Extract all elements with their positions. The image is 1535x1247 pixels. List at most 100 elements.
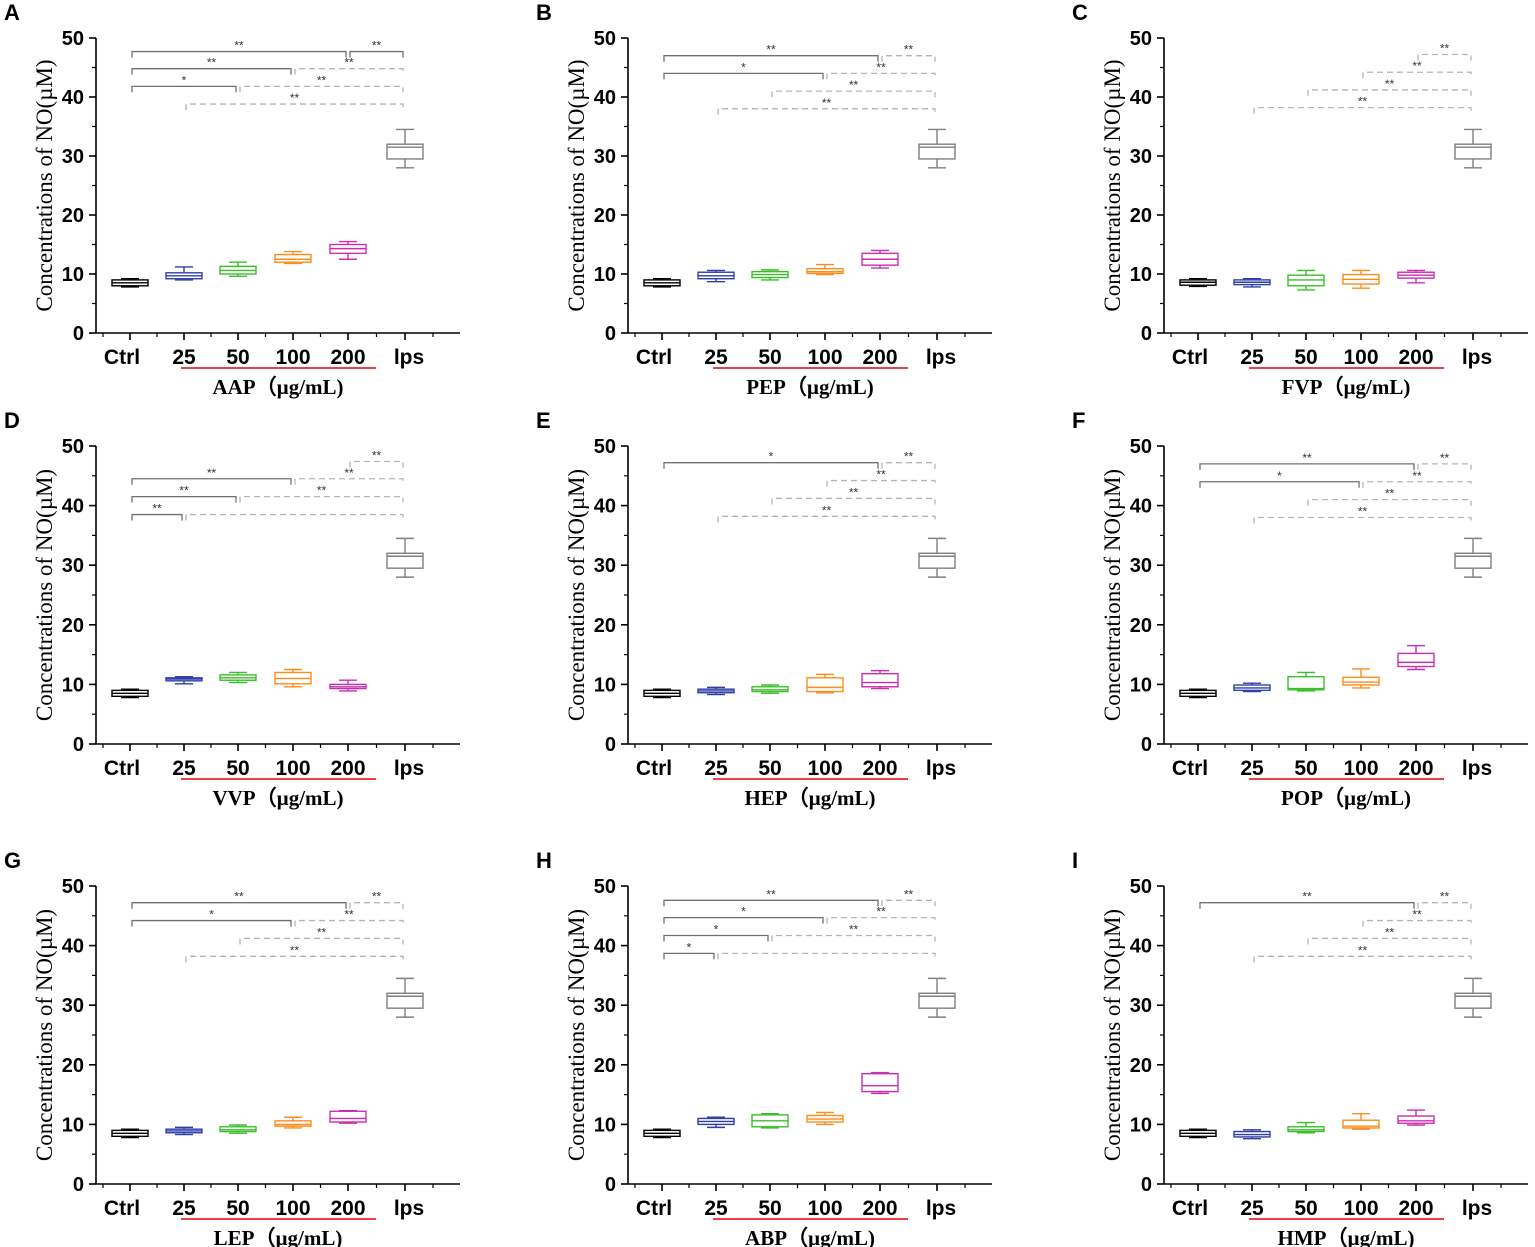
box-200 — [861, 1071, 899, 1095]
significance-label: * — [209, 908, 214, 922]
y-axis-label: Concentrations of NO(µM) — [32, 909, 57, 1161]
significance-label: * — [687, 940, 692, 954]
panel-letter: I — [1072, 848, 1078, 873]
y-tick-label: 50 — [594, 28, 616, 50]
significance-bracket: * — [663, 940, 715, 960]
significance-bracket: ** — [239, 925, 404, 945]
x-tick-label: 25 — [172, 1197, 196, 1220]
bracket-line — [131, 919, 292, 927]
x-axis-label: AAP（µg/mL) — [212, 375, 343, 399]
y-tick-label: 10 — [594, 1114, 616, 1136]
x-tick-label: Ctrl — [1172, 757, 1208, 780]
chart-panel-c: C 0 10 20 30 40 50 Ctrl 25 50 100 200 lps FVP（µg/mL) C… — [1072, 0, 1528, 399]
box-50 — [219, 261, 257, 278]
box-iqr — [274, 253, 312, 263]
significance-bracket: ** — [1417, 890, 1472, 909]
significance-bracket: ** — [881, 887, 936, 907]
significance-label: ** — [849, 78, 859, 92]
significance-label: ** — [876, 905, 886, 919]
significance-bracket: ** — [771, 922, 936, 942]
box-100 — [806, 263, 844, 276]
significance-bracket: ** — [294, 466, 404, 485]
y-tick-label: 0 — [605, 734, 616, 756]
y-tick-label: 10 — [62, 264, 84, 286]
bracket-line — [771, 497, 936, 505]
y-axis-label: Concentrations of NO(µM) — [564, 469, 589, 721]
y-tick-label: 0 — [73, 323, 84, 345]
y-tick-label: 50 — [62, 876, 84, 898]
x-axis-label: LEP（µg/mL) — [214, 1226, 343, 1247]
significance-label: ** — [344, 466, 354, 480]
x-tick-label: lps — [1462, 757, 1492, 780]
bracket-line — [239, 85, 404, 93]
box-200 — [1397, 1109, 1435, 1126]
x-tick-label: lps — [394, 1197, 424, 1220]
bracket-line — [663, 952, 715, 960]
y-tick-label: 20 — [62, 205, 84, 227]
bracket-line — [349, 50, 404, 58]
significance-bracket: ** — [771, 78, 936, 98]
box-iqr — [806, 677, 844, 693]
significance-bracket — [185, 513, 404, 521]
chart-panel-b: B 0 10 20 30 40 50 Ctrl 25 50 100 200 lps PEP（µg/mL) C… — [536, 0, 992, 399]
significance-label: ** — [766, 43, 776, 57]
y-tick-label: 50 — [62, 28, 84, 50]
bracket-line — [1307, 89, 1472, 96]
significance-label: ** — [372, 448, 382, 462]
significance-label: ** — [1440, 890, 1450, 904]
x-tick-label: Ctrl — [636, 757, 672, 780]
bracket-line — [185, 103, 404, 111]
x-tick-label: 100 — [1343, 346, 1378, 369]
box-50 — [751, 684, 789, 695]
significance-label: ** — [1412, 908, 1422, 922]
y-tick-label: 0 — [605, 1174, 616, 1196]
box-100 — [274, 668, 312, 688]
x-tick-label: 200 — [862, 1197, 897, 1220]
significance-label: ** — [317, 925, 327, 939]
bracket-line — [1253, 516, 1472, 524]
significance-label: * — [769, 450, 774, 464]
y-tick-label: 40 — [1130, 87, 1152, 109]
chart-panel-g: G 0 10 20 30 40 50 Ctrl 25 50 100 200 lps LEP（µg/mL) C… — [4, 848, 460, 1247]
x-tick-label: 50 — [1294, 346, 1317, 369]
y-tick-label: 30 — [62, 555, 84, 577]
y-tick-label: 20 — [1130, 205, 1152, 227]
y-tick-label: 30 — [1130, 146, 1152, 168]
x-tick-label: Ctrl — [104, 1197, 140, 1220]
panel-letter: D — [4, 408, 20, 433]
bracket-line — [663, 462, 879, 469]
box-100 — [806, 1111, 844, 1126]
bracket-line — [294, 478, 404, 485]
bracket-line — [185, 955, 404, 963]
x-tick-label: 200 — [862, 346, 897, 369]
significance-bracket: ** — [1199, 451, 1415, 470]
x-tick-label: Ctrl — [1172, 1197, 1208, 1220]
significance-bracket: * — [663, 60, 824, 80]
y-tick-label: 20 — [594, 615, 616, 637]
bracket-line — [1362, 481, 1472, 488]
y-tick-label: 40 — [594, 496, 616, 518]
significance-label: ** — [1385, 77, 1395, 91]
y-tick-label: 50 — [62, 436, 84, 458]
significance-label: ** — [372, 39, 382, 53]
box-iqr — [1454, 992, 1492, 1009]
x-tick-label: 100 — [807, 1197, 842, 1220]
box-25 — [165, 1126, 203, 1136]
significance-bracket: ** — [717, 96, 936, 115]
significance-bracket: ** — [239, 73, 404, 93]
y-tick-label: 50 — [1130, 876, 1152, 898]
box-lps — [918, 537, 956, 578]
y-tick-label: 40 — [594, 87, 616, 109]
significance-label: ** — [290, 91, 300, 105]
y-tick-label: 0 — [1141, 734, 1152, 756]
y-tick-label: 0 — [73, 734, 84, 756]
significance-bracket: ** — [294, 908, 404, 927]
bracket-line — [131, 496, 237, 503]
significance-label: ** — [317, 73, 327, 87]
significance-bracket: ** — [131, 484, 237, 503]
chart-panel-d: D 0 10 20 30 40 50 Ctrl 25 50 100 200 lps VVP（µg/mL) C… — [4, 408, 460, 810]
box-100 — [806, 673, 844, 694]
x-tick-label: 100 — [807, 757, 842, 780]
bracket-line — [717, 108, 936, 115]
